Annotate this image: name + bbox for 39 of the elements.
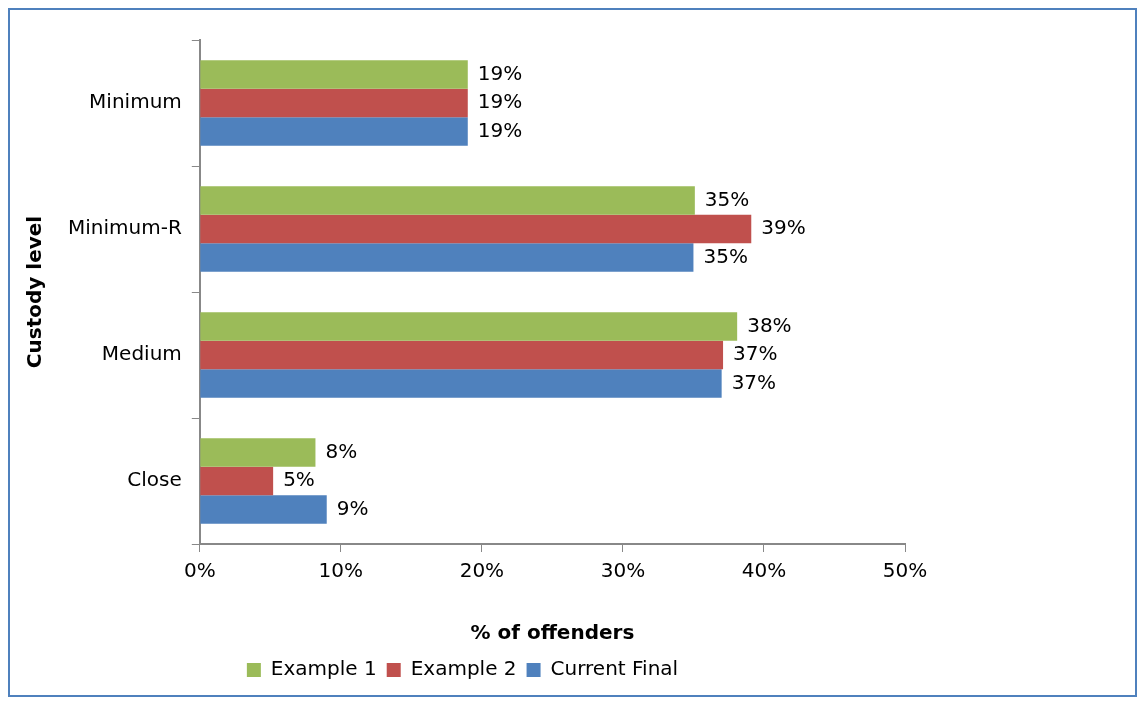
bar xyxy=(200,60,468,89)
data-label: 35% xyxy=(703,243,748,268)
data-label: 8% xyxy=(325,438,358,463)
x-tick-label: 20% xyxy=(459,558,505,583)
bar xyxy=(200,466,274,496)
data-label: 37% xyxy=(731,369,777,394)
bar xyxy=(200,369,722,398)
data-label: 5% xyxy=(283,467,315,492)
x-tick-label: 0% xyxy=(183,558,216,583)
y-axis-title: Custody level xyxy=(22,215,47,369)
data-label: 37% xyxy=(733,341,778,366)
bar xyxy=(200,186,695,215)
data-label: 39% xyxy=(761,215,806,240)
x-tick-label: 40% xyxy=(741,558,787,583)
x-tick-label: 50% xyxy=(882,558,928,583)
bar xyxy=(200,438,316,467)
x-tick-label: 10% xyxy=(318,558,364,583)
legend-label: Current Final xyxy=(550,656,679,681)
y-tick-label: Minimum xyxy=(89,89,182,114)
bar xyxy=(200,88,468,118)
x-tick-label: 30% xyxy=(600,558,646,583)
bar xyxy=(200,214,752,244)
x-axis-title: % of offenders xyxy=(470,620,635,645)
legend-label: Example 1 xyxy=(270,656,377,681)
data-label: 19% xyxy=(477,60,523,85)
data-label: 35% xyxy=(704,186,750,211)
data-label: 19% xyxy=(477,89,523,114)
data-label: 19% xyxy=(477,117,523,142)
bar xyxy=(200,117,468,146)
bar xyxy=(200,340,724,370)
data-label: 9% xyxy=(336,495,369,520)
data-label: 38% xyxy=(747,312,792,337)
bar xyxy=(200,312,738,341)
y-tick-label: Medium xyxy=(101,341,182,366)
y-tick-label: Minimum-R xyxy=(67,215,182,240)
bar xyxy=(200,495,327,524)
bar xyxy=(200,243,694,272)
y-tick-label: Close xyxy=(127,467,182,492)
legend-label: Example 2 xyxy=(410,656,517,681)
